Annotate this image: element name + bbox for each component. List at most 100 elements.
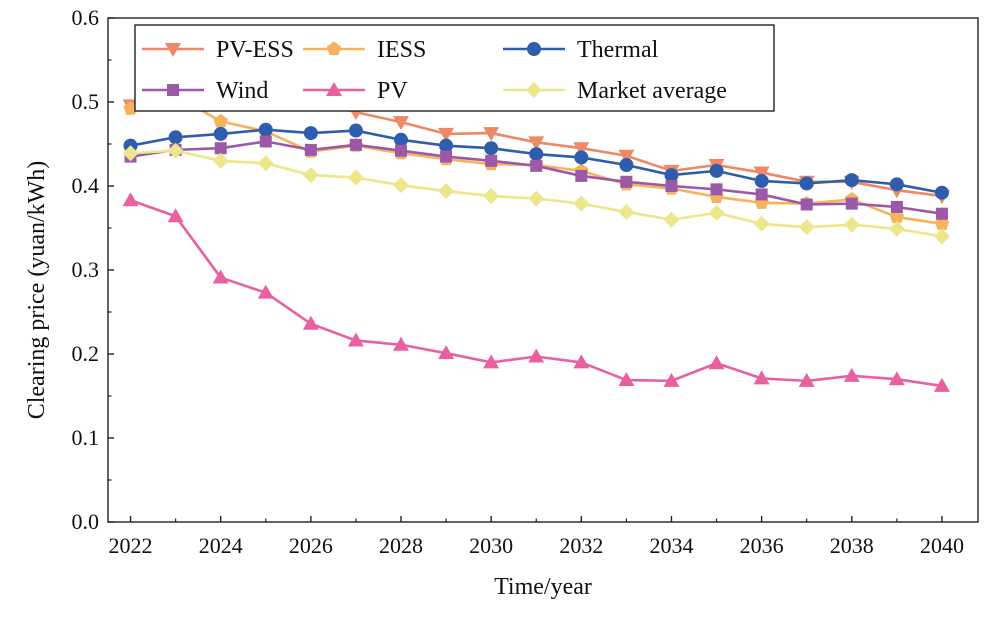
x-tick-label-7: 2036 bbox=[740, 533, 784, 558]
data-point-wind-2026 bbox=[304, 143, 317, 156]
data-point-pv-2022 bbox=[122, 192, 139, 207]
data-point-wind-2035 bbox=[710, 183, 723, 196]
data-point-pv-2024 bbox=[212, 269, 229, 284]
data-point-thermal-2028 bbox=[394, 132, 409, 147]
data-point-pv-2036 bbox=[753, 370, 770, 385]
data-point-thermal-2030 bbox=[484, 141, 499, 156]
data-point-market-average-2031 bbox=[528, 190, 545, 207]
legend-box bbox=[134, 24, 775, 112]
y-tick-label-6: 0.6 bbox=[72, 5, 100, 30]
data-point-market-average-2035 bbox=[708, 204, 725, 221]
x-tick-label-5: 2032 bbox=[559, 533, 603, 558]
data-point-thermal-2026 bbox=[303, 126, 318, 141]
data-point-pv-2026 bbox=[302, 315, 319, 330]
data-point-market-average-2026 bbox=[302, 167, 319, 184]
data-point-pv-2025 bbox=[257, 284, 274, 299]
series-thermal bbox=[123, 122, 949, 200]
y-tick-label-5: 0.5 bbox=[72, 89, 100, 114]
data-point-wind-2027 bbox=[349, 138, 362, 151]
data-point-pv-2035 bbox=[708, 355, 725, 370]
data-point-pv-2031 bbox=[528, 348, 545, 363]
data-point-thermal-2039 bbox=[889, 177, 904, 192]
data-point-wind-2033 bbox=[620, 175, 633, 188]
data-point-pv-ess-2029 bbox=[438, 127, 455, 142]
data-point-market-average-2037 bbox=[798, 219, 815, 236]
data-point-market-average-2029 bbox=[438, 183, 455, 200]
data-point-pv-ess-2033 bbox=[618, 149, 635, 164]
y-tick-label-2: 0.2 bbox=[72, 341, 100, 366]
data-point-thermal-2032 bbox=[574, 150, 589, 165]
data-point-pv-2030 bbox=[483, 354, 500, 369]
data-point-pv-ess-2032 bbox=[573, 142, 590, 157]
data-point-iess-2022 bbox=[123, 101, 138, 115]
data-point-pv-2027 bbox=[347, 332, 364, 347]
data-point-market-average-2040 bbox=[933, 228, 950, 245]
y-tick-label-3: 0.3 bbox=[72, 257, 100, 282]
data-point-market-average-2024 bbox=[212, 152, 229, 169]
legend-item-pv-ess: PV-ESS bbox=[142, 37, 294, 63]
data-point-wind-2040 bbox=[935, 207, 948, 220]
data-point-market-average-2030 bbox=[483, 188, 500, 205]
data-point-pv-2038 bbox=[843, 367, 860, 382]
data-point-wind-2037 bbox=[800, 198, 813, 211]
x-tick-label-2: 2026 bbox=[289, 533, 333, 558]
data-point-thermal-2035 bbox=[709, 163, 724, 178]
data-point-pv-2028 bbox=[393, 336, 410, 351]
legend-marker-pv-ess bbox=[165, 43, 181, 57]
data-point-wind-2032 bbox=[575, 169, 588, 182]
data-point-thermal-2040 bbox=[934, 185, 949, 200]
data-point-wind-2030 bbox=[485, 154, 498, 167]
data-point-thermal-2036 bbox=[754, 173, 769, 188]
legend-label-market-average: Market average bbox=[577, 78, 727, 104]
legend-item-market-average: Market average bbox=[503, 78, 727, 104]
x-axis-title: Time/year bbox=[494, 574, 592, 600]
legend-marker-wind bbox=[167, 84, 179, 96]
data-point-thermal-2023 bbox=[168, 130, 183, 145]
x-tick-label-4: 2030 bbox=[469, 533, 513, 558]
data-point-pv-2034 bbox=[663, 372, 680, 387]
x-tick-label-0: 2022 bbox=[109, 533, 153, 558]
legend-label-iess: IESS bbox=[377, 37, 426, 63]
data-point-iess-2024 bbox=[213, 113, 228, 128]
series-market-average bbox=[122, 142, 950, 245]
data-point-wind-2034 bbox=[665, 180, 678, 192]
data-point-wind-2024 bbox=[214, 142, 227, 155]
x-tick-label-8: 2038 bbox=[830, 533, 874, 558]
data-point-market-average-2025 bbox=[257, 155, 274, 172]
x-tick-label-3: 2028 bbox=[379, 533, 423, 558]
data-point-market-average-2033 bbox=[618, 204, 635, 221]
data-point-thermal-2033 bbox=[619, 158, 634, 172]
legend-item-iess: IESS bbox=[303, 37, 426, 63]
y-tick-label-4: 0.4 bbox=[72, 173, 100, 198]
axis-layer: 0.0 0.1 0.2 0.3 0.4 0.5 0.6 2022 2024 2026 2028 203… bbox=[72, 5, 964, 558]
legend-marker-market-average bbox=[526, 82, 542, 98]
y-tick-label-1: 0.1 bbox=[72, 425, 100, 450]
data-point-market-average-2038 bbox=[843, 216, 860, 233]
legend-item-wind: Wind bbox=[142, 78, 268, 104]
legend-label-pv-ess: PV-ESS bbox=[216, 37, 294, 63]
data-point-wind-2025 bbox=[259, 135, 272, 148]
legend-label-thermal: Thermal bbox=[577, 37, 659, 63]
legend-label-pv: PV bbox=[377, 78, 408, 104]
data-point-thermal-2038 bbox=[844, 173, 859, 188]
data-point-pv-ess-2036 bbox=[753, 166, 770, 181]
data-point-market-average-2039 bbox=[888, 220, 905, 237]
data-point-market-average-2022 bbox=[122, 145, 139, 162]
data-point-thermal-2034 bbox=[664, 168, 679, 183]
data-point-wind-2029 bbox=[440, 150, 453, 163]
y-axis-title: Clearing price (yuan/kWh) bbox=[24, 161, 50, 420]
data-point-thermal-2037 bbox=[799, 176, 814, 191]
data-point-pv-2039 bbox=[888, 371, 905, 386]
data-point-wind-2038 bbox=[845, 197, 858, 210]
data-point-market-average-2023 bbox=[167, 142, 184, 159]
legend-label-wind: Wind bbox=[216, 78, 268, 104]
data-point-pv-2032 bbox=[573, 354, 590, 369]
data-point-market-average-2032 bbox=[573, 195, 590, 212]
data-point-wind-2036 bbox=[755, 188, 768, 201]
data-point-market-average-2036 bbox=[753, 215, 770, 232]
y-tick-label-0: 0.0 bbox=[72, 509, 100, 534]
series-pv bbox=[122, 192, 950, 392]
data-point-wind-2031 bbox=[530, 159, 543, 172]
legend: PV-ESS IESS Thermal Wind PV Market average bbox=[134, 24, 775, 112]
data-point-market-average-2027 bbox=[347, 169, 364, 186]
